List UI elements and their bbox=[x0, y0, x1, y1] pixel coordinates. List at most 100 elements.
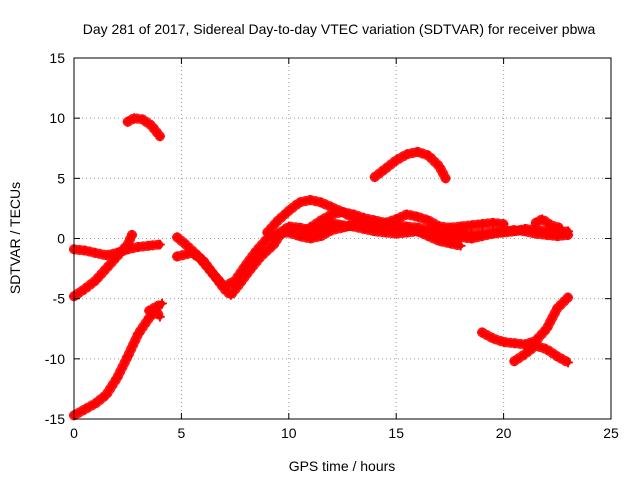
data-point bbox=[79, 284, 90, 295]
data-point bbox=[401, 149, 412, 160]
data-point bbox=[225, 290, 236, 301]
data-point bbox=[440, 173, 451, 184]
data-point bbox=[154, 131, 165, 142]
data-point bbox=[530, 217, 541, 228]
data-point bbox=[316, 215, 327, 226]
y-tick-label: -5 bbox=[53, 291, 66, 307]
data-point bbox=[268, 239, 279, 250]
data-point bbox=[466, 220, 477, 231]
x-tick-label: 5 bbox=[178, 425, 186, 441]
data-point bbox=[541, 344, 552, 355]
data-point bbox=[79, 404, 90, 415]
data-point bbox=[111, 251, 122, 262]
series-track-2 bbox=[69, 229, 137, 302]
data-point bbox=[154, 239, 165, 250]
data-series bbox=[69, 113, 574, 421]
data-point bbox=[326, 225, 337, 236]
x-tick-label: 15 bbox=[388, 425, 404, 441]
data-point bbox=[487, 217, 498, 228]
series-markers bbox=[122, 113, 165, 142]
data-point bbox=[316, 197, 327, 208]
data-point bbox=[337, 222, 348, 233]
data-point bbox=[509, 338, 520, 349]
data-point bbox=[369, 215, 380, 226]
data-point bbox=[90, 398, 101, 409]
chart-title: Day 281 of 2017, Sidereal Day-to-day VTE… bbox=[83, 21, 596, 37]
data-point bbox=[305, 194, 316, 205]
data-point bbox=[305, 222, 316, 233]
data-point bbox=[150, 302, 161, 313]
y-tick-label: 0 bbox=[57, 231, 65, 247]
data-point bbox=[391, 225, 402, 236]
data-point bbox=[251, 245, 262, 256]
data-point bbox=[487, 333, 498, 344]
series-track-10 bbox=[369, 146, 451, 184]
data-point bbox=[157, 298, 168, 309]
data-point bbox=[455, 221, 466, 232]
y-tick-label: -10 bbox=[45, 351, 65, 367]
data-point bbox=[434, 235, 445, 246]
data-point bbox=[305, 233, 316, 244]
data-point bbox=[326, 209, 337, 220]
data-point bbox=[466, 229, 477, 240]
data-point bbox=[144, 240, 155, 251]
data-point bbox=[498, 336, 509, 347]
series-markers bbox=[530, 214, 565, 233]
data-point bbox=[552, 303, 563, 314]
data-point bbox=[434, 221, 445, 232]
data-point bbox=[154, 311, 165, 322]
x-axis-label: GPS time / hours bbox=[289, 458, 396, 474]
data-point bbox=[316, 231, 327, 242]
data-point bbox=[423, 231, 434, 242]
data-point bbox=[101, 263, 112, 274]
data-point bbox=[541, 229, 552, 240]
series-markers bbox=[369, 146, 451, 184]
data-point bbox=[122, 239, 133, 250]
y-axis-label: SDTVAR / TECUs bbox=[7, 182, 23, 294]
data-point bbox=[401, 209, 412, 220]
data-point bbox=[369, 172, 380, 183]
data-point bbox=[133, 241, 144, 252]
series-markers bbox=[69, 305, 165, 421]
data-point bbox=[126, 229, 137, 240]
data-point bbox=[230, 275, 241, 286]
data-point bbox=[111, 373, 122, 384]
data-point bbox=[541, 323, 552, 334]
grid bbox=[74, 58, 611, 419]
data-point bbox=[509, 356, 520, 367]
data-point bbox=[101, 389, 112, 400]
y-tick-label: 5 bbox=[57, 170, 65, 186]
data-point bbox=[90, 247, 101, 258]
data-point bbox=[530, 228, 541, 239]
data-point bbox=[455, 240, 466, 251]
data-point bbox=[552, 231, 563, 242]
data-point bbox=[208, 269, 219, 280]
data-point bbox=[122, 116, 133, 127]
data-point bbox=[563, 229, 574, 240]
data-point bbox=[101, 250, 112, 261]
data-point bbox=[498, 219, 509, 230]
data-point bbox=[122, 351, 133, 362]
x-tick-labels: 0 5 10 15 20 25 bbox=[70, 425, 619, 441]
data-point bbox=[146, 120, 157, 131]
y-tick-labels: -15 -10 -5 0 5 10 15 bbox=[45, 50, 65, 427]
series-track-3 bbox=[69, 305, 165, 421]
data-point bbox=[423, 215, 434, 226]
data-point bbox=[294, 197, 305, 208]
data-point bbox=[283, 227, 294, 238]
data-point bbox=[294, 229, 305, 240]
data-point bbox=[219, 281, 230, 292]
data-point bbox=[434, 161, 445, 172]
data-point bbox=[193, 251, 204, 262]
axis-ticks bbox=[73, 57, 612, 420]
y-tick-label: -15 bbox=[45, 411, 65, 427]
series-track-11 bbox=[477, 292, 574, 350]
data-point bbox=[477, 219, 488, 230]
data-point bbox=[563, 357, 574, 368]
x-tick-label: 20 bbox=[496, 425, 512, 441]
y-tick-label: 15 bbox=[49, 50, 65, 66]
data-point bbox=[358, 213, 369, 224]
data-point bbox=[444, 238, 455, 249]
data-point bbox=[530, 340, 541, 351]
data-point bbox=[380, 163, 391, 174]
